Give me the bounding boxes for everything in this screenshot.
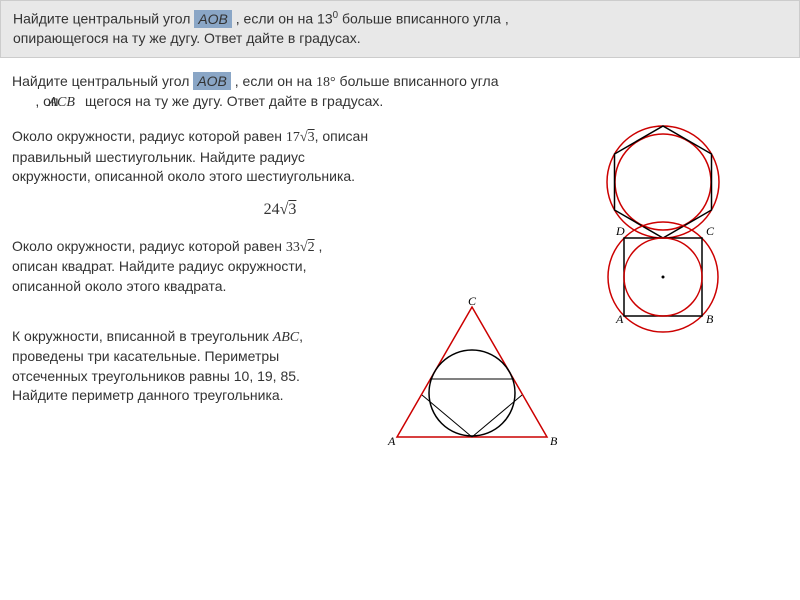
p1-text-after: больше вписанного угла [340,73,499,89]
header-text-line2: опирающегося на ту же дугу. Ответ дайте … [13,30,361,46]
p2-line3: окружности, описанной около этого шестиу… [12,168,355,184]
p2-text-block: Около окружности, радиус которой равен 1… [12,127,412,187]
p3-line1b: , [315,238,323,254]
problem-3: Около окружности, радиус которой равен 3… [12,237,788,297]
header-text-mid: , если он на [236,11,317,27]
header-delta: 13 [317,11,333,27]
triangle-diagram: C A B [382,297,562,457]
tri-label-C: C [468,297,477,308]
p2-line2: правильный шестиугольник. Найдите радиус [12,149,305,165]
sq-label-C: C [706,224,715,238]
p3-line1: Около окружности, радиус которой равен [12,238,286,254]
p4-line4: Найдите периметр данного треугольника. [12,387,284,403]
p4-line2: проведены три касательные. Периметры [12,348,279,364]
sq-label-A: A [615,312,624,326]
p3-line3: описанной около этого квадрата. [12,278,226,294]
content-area: Найдите центральный угол AOB , если он н… [0,72,800,406]
tri-label-B: B [550,434,558,448]
problem-2: Около окружности, радиус которой равен 1… [12,127,788,187]
p4-line1: К окружности, вписанной в треугольник [12,328,273,344]
p1-line2-post: щегося на ту же дугу. Ответ дайте в град… [85,93,383,109]
p2-ans-rad: 3 [288,201,296,218]
p1-delta-unit: ° [330,75,336,90]
p3-sqrt: √ [300,240,308,255]
sq-label-D: D [615,224,625,238]
problem-4: К окружности, вписанной в треугольник AB… [12,327,788,406]
p4-line3: отсеченных треугольников равны 10, 19, 8… [12,368,300,384]
problem-1: Найдите центральный угол AOB , если он н… [12,72,788,113]
p2-line1: Около окружности, радиус которой равен [12,128,286,144]
p3-rad: 2 [308,240,315,255]
p1-text-before: Найдите центральный угол [12,73,193,89]
p2-ans-val: 24 [264,201,280,218]
header-text-after1: больше вписанного угла , [342,11,509,27]
header-angle-highlight: AOB [194,10,232,28]
p1-angle-highlight: AOB [193,72,231,90]
header-text-before: Найдите центральный угол [13,11,194,27]
p2-line1b: , описан [315,128,368,144]
p3-text-block: Около окружности, радиус которой равен 3… [12,237,372,297]
p4-line1b: , [299,328,303,344]
p4-text-block: К окружности, вписанной в треугольник AB… [12,327,372,406]
p3-line2: описан квадрат. Найдите радиус окружност… [12,258,307,274]
header-problem-box: Найдите центральный угол AOB , если он н… [0,0,800,58]
tri-label-A: A [387,434,396,448]
p1-text-mid: , если он на [235,73,316,89]
p2-rval: 17 [286,130,300,145]
p2-sqrt: √ [300,130,308,145]
p4-tri: ABC [273,330,299,345]
p1-delta: 18 [316,75,330,90]
sq-label-B: B [706,312,714,326]
p3-rval: 33 [286,240,300,255]
p1-overlap: ACB [49,95,75,110]
p2-rad: 3 [308,130,315,145]
header-delta-sup: 0 [333,10,338,21]
